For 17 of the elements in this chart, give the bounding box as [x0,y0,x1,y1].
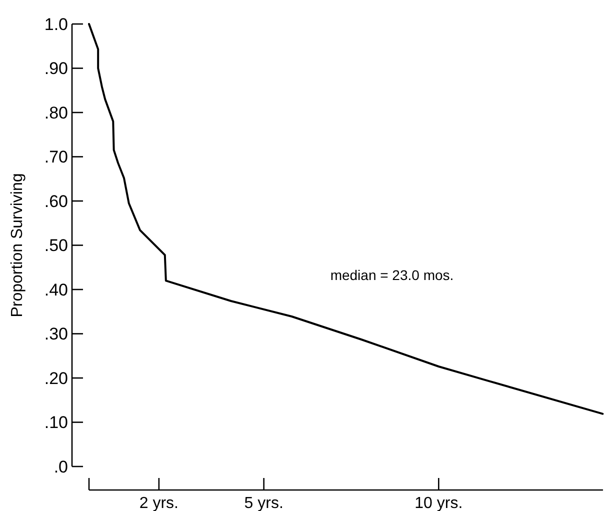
y-tick-label: .40 [44,280,68,300]
y-tick-label: 1.0 [44,14,68,34]
y-tick-label: .80 [44,103,68,122]
line-series [88,23,604,415]
y-tick-label: .50 [44,236,68,256]
y-tick-label: .90 [44,59,68,78]
y-axis-title: Proportion Surviving [9,173,26,318]
y-tick-label: .30 [44,324,68,344]
y-tick-label: .10 [44,413,68,432]
y-tick-label: .70 [44,148,68,167]
y-tick-label: .20 [44,368,68,388]
y-tick-label: .60 [44,192,68,211]
x-tick-label: 5 yrs. [244,495,284,511]
annotation: median = 23.0 mos. [330,267,454,283]
x-tick-label: 2 yrs. [139,495,178,511]
x-tick-label: 10 yrs. [414,495,463,511]
y-tick-label: .0 [54,457,68,476]
